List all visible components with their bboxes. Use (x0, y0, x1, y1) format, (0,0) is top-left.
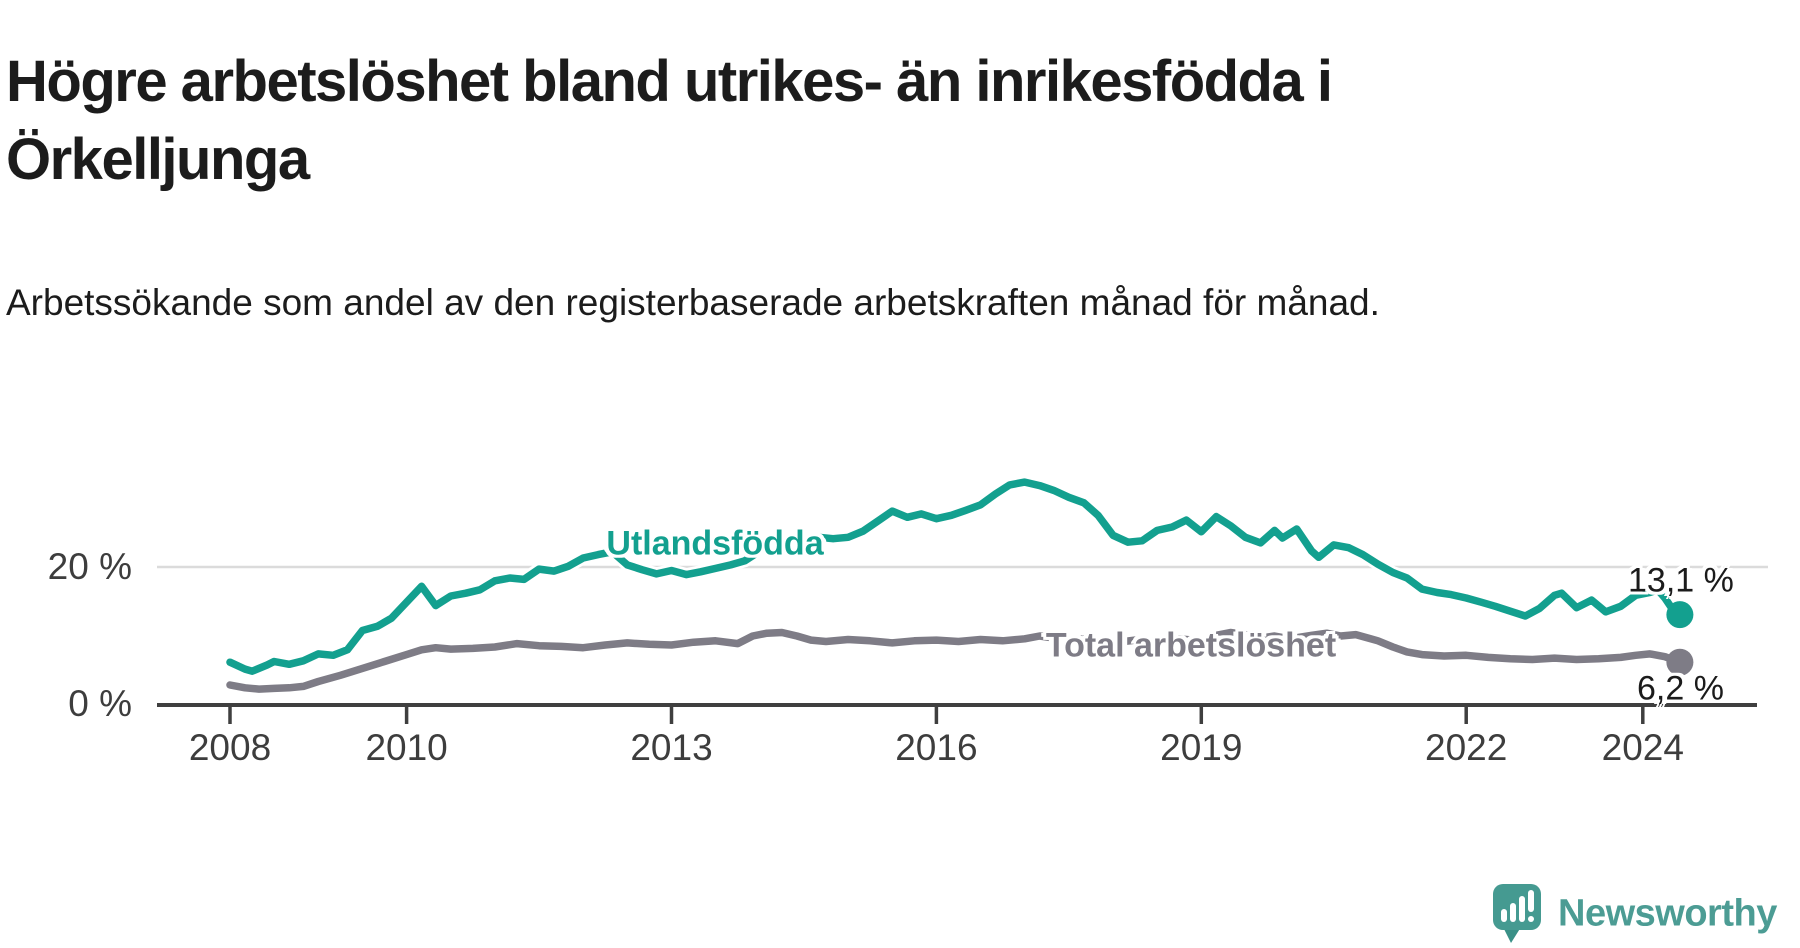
page-title: Högre arbetslöshet bland utrikes- än inr… (6, 48, 1333, 192)
end-value-label-utlandsfodda: 13,1 % (1628, 561, 1734, 600)
newsworthy-logo-icon (1493, 884, 1541, 943)
series-label-utlandsfodda: Utlandsfödda (606, 524, 824, 563)
logo-exclamation-bar (1528, 890, 1534, 912)
y-axis-label-0: 0 % (68, 683, 132, 724)
logo-bar-1 (1501, 909, 1507, 922)
series-line-utlandsfodda (226, 478, 1684, 675)
newsworthy-logo: Newsworthy (1488, 882, 1800, 946)
logo-bar-3 (1519, 896, 1525, 922)
series-line-total (226, 628, 1684, 693)
logo-bar-2 (1510, 903, 1516, 922)
x-tick-label-2016: 2016 (895, 727, 978, 768)
end-value-label-total: 6,2 % (1637, 669, 1724, 708)
logo-exclamation-dot (1528, 916, 1534, 922)
x-tick-label-2010: 2010 (365, 727, 448, 768)
x-tick-label-2019: 2019 (1160, 727, 1243, 768)
x-tick-label-2008: 2008 (188, 727, 272, 768)
page-subtitle: Arbetssökande som andel av den registerb… (6, 282, 1380, 323)
x-tick-label-2013: 2013 (630, 727, 713, 768)
logo-bubble-tail (1503, 927, 1521, 943)
x-tick-label-2024: 2024 (1601, 727, 1684, 768)
end-dot-total (1666, 648, 1694, 676)
y-axis-label-20: 20 % (47, 546, 132, 587)
series-label-total-arbetsloshet: Total arbetslöshet (1045, 626, 1337, 665)
end-dot-utlandsfodda (1666, 601, 1694, 629)
x-tick-label-2022: 2022 (1425, 727, 1508, 768)
newsworthy-logo-text: Newsworthy (1558, 892, 1777, 935)
